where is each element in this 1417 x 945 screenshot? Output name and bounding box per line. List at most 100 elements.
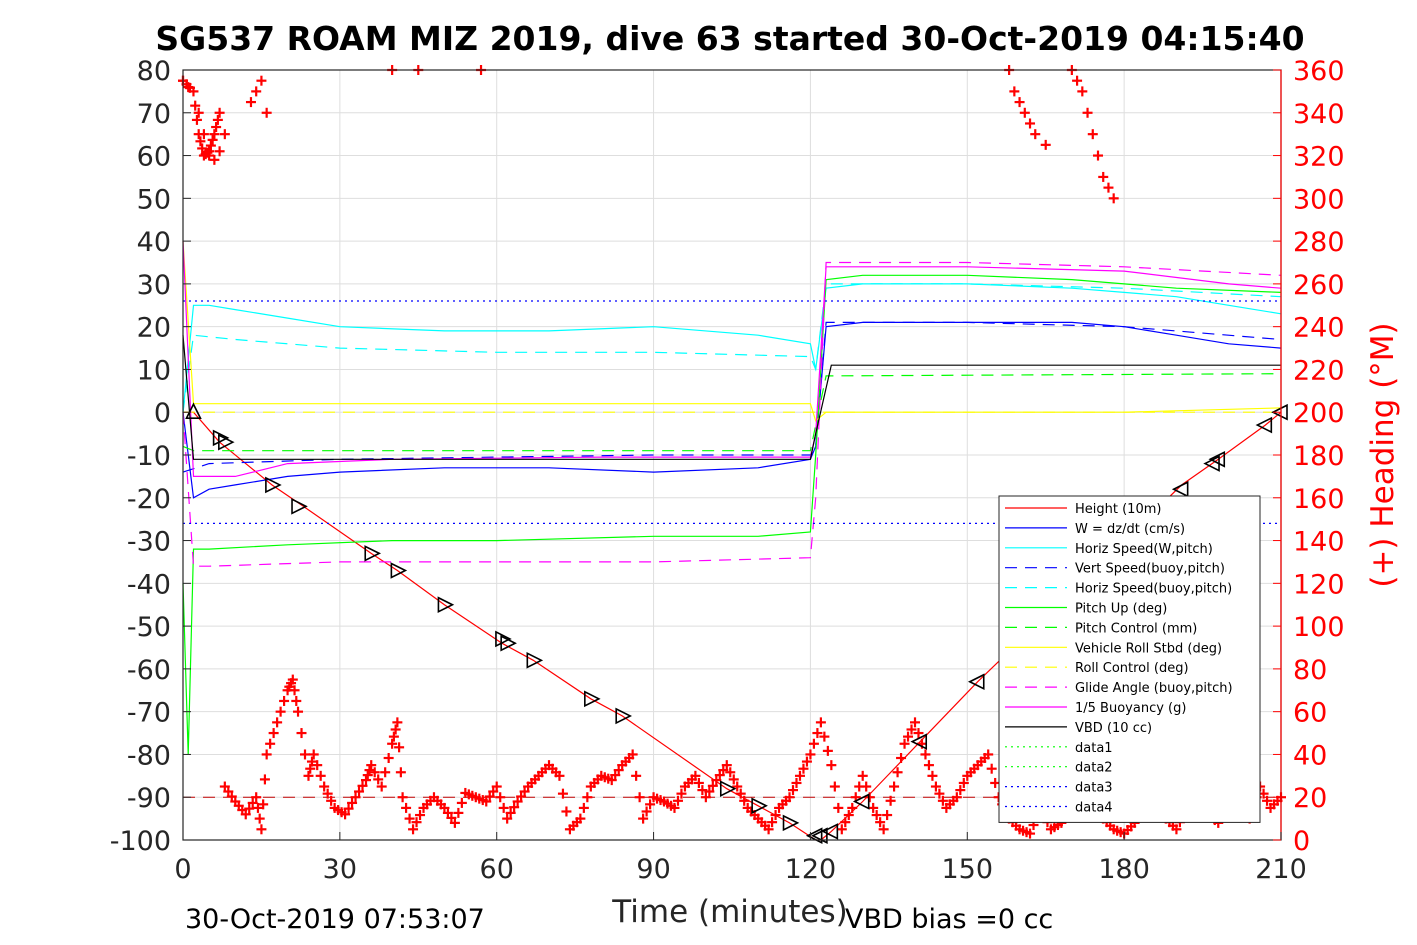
heading-marker [693, 777, 704, 788]
heading-marker [322, 788, 333, 799]
y-tick-label-left: -10 [127, 441, 171, 472]
y-tick-label-right: 60 [1293, 698, 1327, 729]
dive-marker [751, 797, 768, 815]
y-axis-right-label: (+) Heading (°M) [1365, 322, 1401, 587]
heading-marker [937, 795, 948, 806]
heading-marker [395, 767, 406, 778]
heading-marker [498, 802, 509, 813]
heading-marker [404, 813, 415, 824]
heading-marker [788, 785, 798, 796]
heading-marker [340, 809, 351, 820]
heading-marker [296, 728, 307, 739]
heading-marker [885, 795, 896, 806]
heading-marker [279, 695, 290, 706]
dive-marker [719, 780, 737, 797]
heading-marker [763, 824, 774, 835]
heading-marker [275, 706, 286, 717]
y-tick-label-left: 0 [154, 398, 171, 429]
heading-marker [826, 760, 837, 771]
heading-marker [784, 792, 795, 803]
dive-marker [495, 630, 512, 648]
heading-marker [582, 792, 593, 803]
heading-marker [1077, 86, 1088, 97]
x-tick-label: 210 [1255, 854, 1307, 885]
heading-marker [268, 728, 279, 739]
heading-marker [505, 807, 516, 818]
heading-marker [293, 706, 304, 717]
y-tick-label-left: 80 [137, 56, 171, 87]
y-tick-label-right: 140 [1293, 527, 1345, 558]
legend-entry-label: VBD (10 cc) [1075, 721, 1152, 736]
heading-marker [857, 770, 868, 781]
series-line [182, 261, 1282, 567]
heading-marker [875, 817, 886, 828]
heading-marker [190, 100, 201, 111]
y-tick-label-left: 70 [137, 99, 171, 130]
heading-marker [256, 824, 267, 835]
heading-marker [195, 136, 206, 147]
chart-title: SG537 ROAM MIZ 2019, dive 63 started 30-… [155, 19, 1304, 58]
heading-marker [676, 788, 687, 799]
heading-marker [204, 150, 215, 161]
heading-marker [910, 717, 920, 728]
x-tick-label: 150 [942, 854, 994, 885]
heading-marker [361, 775, 371, 786]
heading-marker [819, 731, 830, 742]
heading-marker [1093, 150, 1103, 161]
heading-marker [491, 781, 502, 792]
heading-marker [631, 770, 642, 781]
legend-entry-label: Roll Control (deg) [1075, 661, 1189, 676]
heading-marker [1025, 828, 1036, 839]
heading-marker [350, 792, 361, 803]
series-line [182, 274, 1282, 755]
y-tick-label-right: 200 [1293, 398, 1345, 429]
dive-marker [218, 433, 235, 451]
dive-marker [821, 823, 839, 840]
heading-marker [1014, 97, 1025, 108]
x-tick-label: 120 [785, 854, 837, 885]
heading-marker [812, 728, 823, 739]
y-tick-label-left: -60 [127, 655, 171, 686]
y-tick-label-right: 100 [1293, 612, 1345, 643]
heading-marker [495, 792, 506, 803]
legend-entry-label: W = dz/dt (cm/s) [1075, 522, 1185, 537]
heading-marker [903, 731, 914, 742]
vbd-bias-footer: VBD bias =0 cc [845, 904, 1053, 935]
series-line [182, 321, 1282, 499]
heading-marker [906, 724, 917, 735]
heading-marker [305, 763, 316, 774]
heading-marker [347, 797, 358, 808]
x-tick-label: 0 [174, 854, 191, 885]
dive-marker [500, 634, 517, 652]
y-tick-label-left: 20 [137, 313, 171, 344]
dive-marker [1271, 403, 1288, 421]
heading-marker [198, 129, 209, 140]
heading-marker [300, 749, 310, 760]
heading-marker [219, 129, 230, 140]
heading-marker [728, 774, 739, 785]
heading-marker [287, 674, 298, 685]
legend-entry-label: Horiz Speed(W,pitch) [1075, 542, 1213, 557]
heading-marker [191, 114, 202, 125]
dive-marker [212, 429, 230, 447]
timestamp-footer: 30-Oct-2019 07:53:07 [185, 904, 485, 935]
heading-marker [254, 813, 265, 824]
y-tick-label-left: -50 [127, 612, 171, 643]
heading-marker [256, 75, 267, 86]
heading-marker [930, 781, 941, 792]
heading-marker [847, 802, 858, 813]
heading-marker [366, 760, 377, 771]
heading-marker [634, 792, 645, 803]
heading-marker [251, 86, 262, 97]
heading-marker [354, 786, 365, 797]
dive-marker [805, 827, 823, 845]
heading-marker [1087, 129, 1098, 140]
y-tick-label-right: 0 [1293, 826, 1310, 857]
heading-marker [415, 810, 426, 821]
y-tick-label-left: -100 [110, 826, 171, 857]
heading-marker [183, 82, 194, 93]
heading-marker [401, 802, 412, 813]
heading-marker [509, 802, 520, 813]
y-tick-label-left: 10 [137, 355, 171, 386]
